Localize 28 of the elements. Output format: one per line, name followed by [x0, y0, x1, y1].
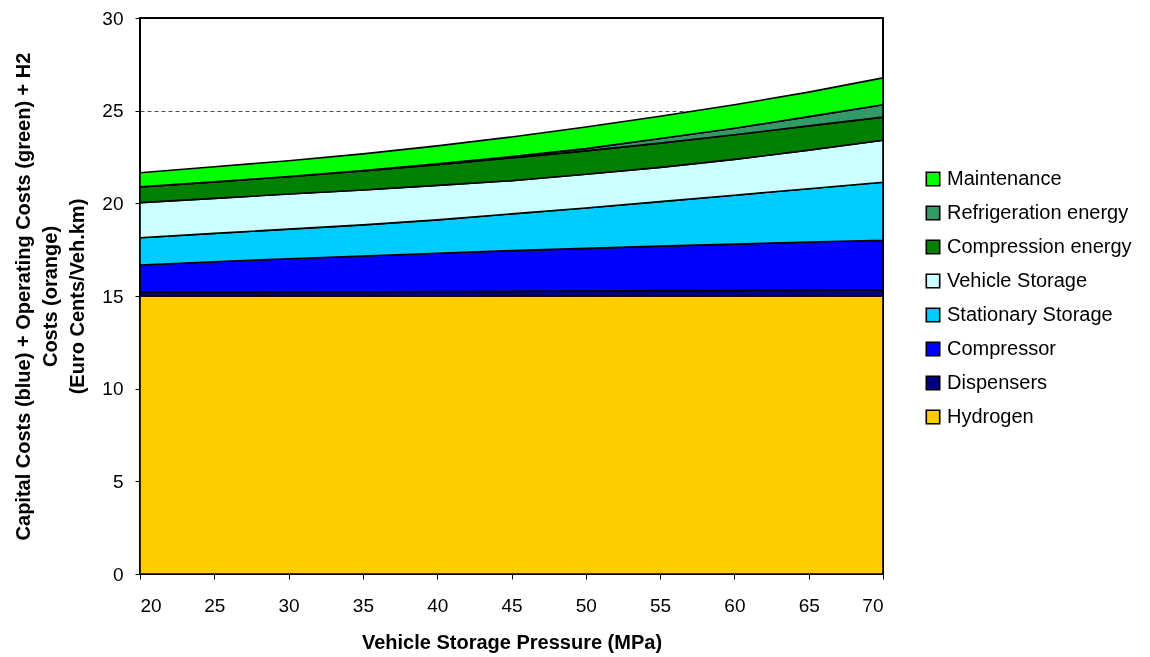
legend-label: Vehicle Storage: [947, 269, 1088, 291]
y-axis-title: Capital Costs (blue) + Operating Costs (green) + H2 Costs (orange) (Euro Cents/Veh.km): [12, 52, 89, 541]
y-tick-label: 20: [102, 192, 124, 214]
y-tick-label: 10: [102, 378, 124, 400]
y-tick-label: 25: [102, 100, 124, 122]
x-tick-label: 30: [278, 594, 300, 616]
legend-label: Stationary Storage: [947, 303, 1113, 325]
x-tick-label: 50: [575, 594, 597, 616]
x-axis-title: Vehicle Storage Pressure (MPa): [361, 630, 663, 653]
legend-label: Refrigeration energy: [947, 201, 1129, 223]
legend-label: Dispensers: [947, 371, 1048, 393]
x-tick-label: 40: [427, 594, 449, 616]
y-tick-label: 5: [112, 470, 124, 492]
x-tick-label: 60: [724, 594, 746, 616]
x-tick-label: 35: [352, 594, 374, 616]
legend-label: Compressor: [947, 337, 1057, 359]
x-tick-label: 55: [650, 594, 672, 616]
x-tick-label: 65: [798, 594, 820, 616]
y-tick-label: 15: [102, 285, 124, 307]
x-tick-label: 20: [140, 594, 162, 616]
x-tick-label: 70: [862, 594, 884, 616]
x-tick-label: 25: [204, 594, 226, 616]
legend-label: Hydrogen: [947, 405, 1034, 427]
x-tick-label: 45: [501, 594, 523, 616]
y-tick-label: 0: [112, 563, 124, 585]
legend-label: Maintenance: [947, 167, 1062, 189]
y-tick-label: 30: [102, 7, 124, 29]
legend-label: Compression energy: [947, 235, 1132, 257]
